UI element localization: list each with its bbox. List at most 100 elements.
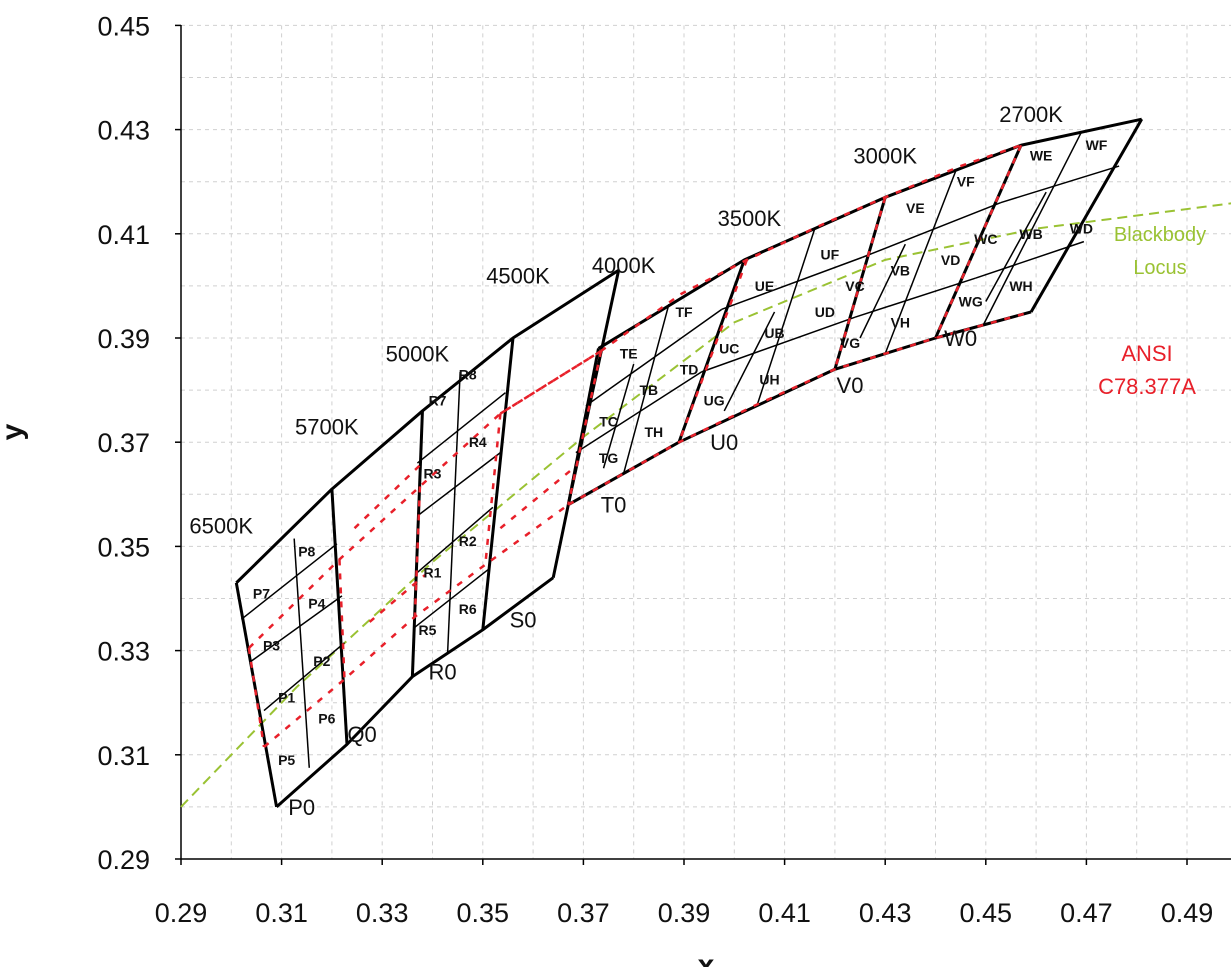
bin-code-p2: P2 [313,653,330,669]
bin-edge [982,131,1083,326]
bin-edge [862,201,1002,258]
bin-edge [859,243,906,339]
bin-code-p1: P1 [278,689,295,705]
column-label: R0 [428,659,456,684]
x-tick-label: 0.33 [356,898,409,928]
bin-code-we: WE [1030,148,1053,164]
bin-code-tg: TG [599,450,619,466]
ansi-quadrangle-edge [677,259,749,443]
x-tick-label: 0.49 [1161,898,1214,928]
bin-code-te: TE [620,346,638,362]
ansi-quadrangle-edge [833,196,887,370]
bin-edge [975,240,1085,279]
column-label: V0 [837,373,864,398]
y-tick-labels: 0.45 0.43 0.41 0.39 0.37 0.35 0.33 0.31 0.29 [97,11,181,875]
ansi-quadrangle-edge [567,350,603,505]
bin-edge [701,316,856,373]
bin-codes: P8 P7 P4 P3 P2 P1 P6 P5 R8 R7 R4 R3 R2 R1 R6 R5 TE TF TC TB… [253,137,1108,768]
y-tick-label: 0.33 [97,637,150,667]
bin-code-r2: R2 [459,533,477,549]
bin-code-r4: R4 [469,434,487,450]
column-label: Q0 [347,722,376,747]
bin-code-r7: R7 [429,393,447,409]
bin-code-r8: R8 [459,366,477,382]
bin-code-r5: R5 [419,622,437,638]
blackbody-locus-line [180,202,1231,808]
locus-label-line-2: Locus [1133,257,1186,279]
bin-code-th: TH [644,424,663,440]
cct-label: 4500K [486,263,550,288]
bin-edge [417,452,501,516]
ansi-quadrangle-edge [567,310,1032,506]
bin-edge [721,256,863,311]
bin-edge [677,259,746,443]
bin-edge [416,392,506,464]
x-tick-label: 0.45 [960,898,1013,928]
cct-label: 3000K [853,144,917,169]
bin-code-r6: R6 [459,601,477,617]
annotations: Blackbody Locus ANSI C78.377A [1098,224,1206,399]
bin-code-vf: VF [957,174,975,190]
bin-code-td: TD [680,361,699,377]
bin-edge [416,506,494,574]
x-tick-label: 0.35 [457,898,510,928]
bin-edge [884,171,957,354]
bin-edge [756,228,816,406]
ansi-quadrangle-edge [338,559,346,680]
locus-label-line-1: Blackbody [1114,224,1206,246]
column-label: U0 [710,430,738,455]
bin-code-p4: P4 [308,596,325,612]
ansi-quadrangle-edge [248,144,1022,649]
ansi-quadrangle-edge [353,459,426,530]
x-axis-label: x [698,949,715,967]
x-tick-label: 0.37 [557,898,610,928]
ansi-quadrangle-edge [499,349,602,415]
cct-label: 2700K [999,102,1063,127]
bin-edge [293,538,311,768]
bin-code-wh: WH [1009,278,1032,294]
bin-edge [240,543,338,620]
ansi-quadrangle-edge [368,574,426,623]
bin-code-tb: TB [639,382,658,398]
bin-edge [622,303,670,474]
bin-edge [263,642,345,712]
column-label: W0 [944,326,977,351]
bin-code-wb: WB [1019,226,1042,242]
x-tick-label: 0.29 [155,898,208,928]
y-axis-label: y [0,423,29,440]
column-label: T0 [601,493,627,518]
cct-label: 5000K [386,342,450,367]
bin-edge [723,311,776,412]
bin-code-r3: R3 [424,465,442,481]
y-tick-label: 0.45 [97,11,150,41]
y-tick-label: 0.31 [97,741,150,771]
blackbody-locus [180,202,1231,808]
ansi-quadrangle-edge [484,413,502,565]
x-tick-labels: 0.29 0.31 0.33 0.35 0.37 0.39 0.41 0.43 0.45 0.47… [155,859,1214,928]
bin-code-p3: P3 [263,637,280,653]
bin-code-ve: VE [906,200,925,216]
y-tick-label: 0.29 [97,845,150,875]
bin-code-wg: WG [959,294,983,310]
bin-edge [854,277,976,318]
cct-label: 5700K [295,415,359,440]
bin-edge [575,371,703,454]
bin-code-tc: TC [599,413,618,429]
ansi-label-line-1: ANSI [1121,341,1172,366]
cct-label: 4000K [592,253,656,278]
cct-labels: 6500K 5700K 5000K 4500K 4000K 3500K 3000K 2700K [189,102,1063,539]
bin-code-vg: VG [840,335,860,351]
bin-edge [551,504,570,578]
y-tick-label: 0.41 [97,220,150,250]
cct-label: 3500K [718,206,782,231]
bin-edge [414,569,489,628]
bin-edge [985,191,1047,302]
bin-code-r1: R1 [424,564,442,580]
bin-code-vb: VB [891,262,910,278]
bin-edge [250,595,343,662]
x-tick-label: 0.43 [859,898,912,928]
bin-code-uh: UH [759,372,779,388]
y-tick-label: 0.35 [97,532,150,562]
column-label: P0 [288,795,315,820]
x-tick-label: 0.31 [255,898,308,928]
